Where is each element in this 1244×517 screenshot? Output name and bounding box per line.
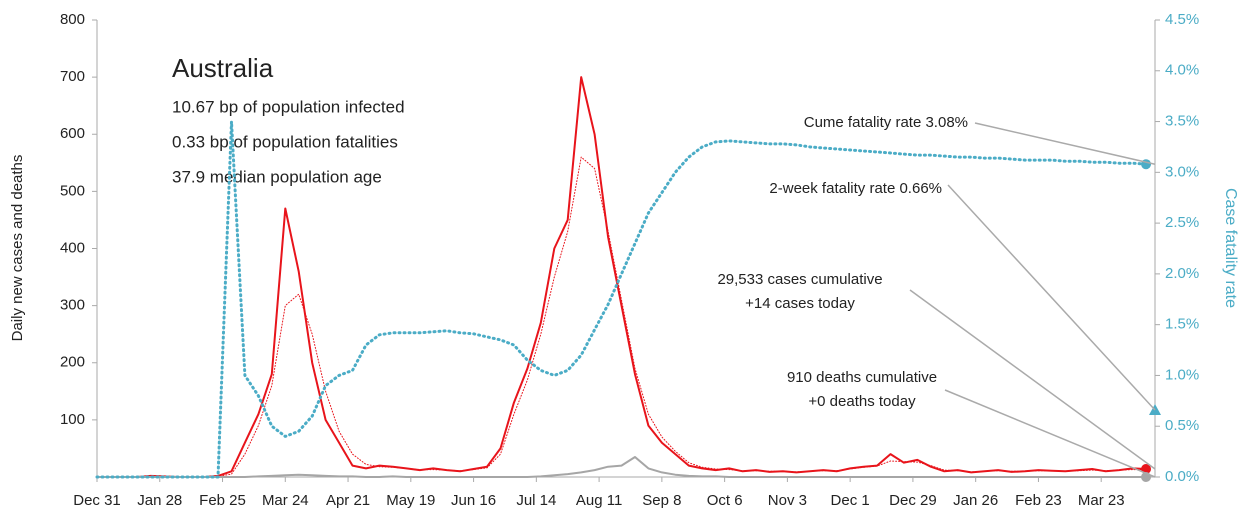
y-tick-label: 300 <box>60 297 85 314</box>
annotation: +0 deaths today <box>808 393 916 410</box>
annotation: 2-week fatality rate 0.66% <box>769 180 942 197</box>
y2-axis-label: Case fatality rate <box>1222 188 1239 308</box>
x-tick-label: Jun 16 <box>451 492 496 509</box>
leader-line <box>947 184 1156 411</box>
annotation: 910 deaths cumulative <box>787 369 937 386</box>
info-title: Australia <box>172 53 274 83</box>
x-tick-label: Dec 29 <box>889 492 937 509</box>
x-tick-label: Sep 8 <box>642 492 681 509</box>
series-line <box>95 120 1148 479</box>
annotation: +14 cases today <box>745 295 855 312</box>
annotation: Cume fatality rate 3.08% <box>804 114 968 131</box>
x-tick-label: Mar 24 <box>262 492 309 509</box>
y2-tick-label: 4.5% <box>1165 11 1199 28</box>
info-line: 0.33 bp of population fatalities <box>172 132 398 151</box>
annotation: 29,533 cases cumulative <box>717 271 882 288</box>
x-tick-label: Jan 26 <box>953 492 998 509</box>
y2-tick-label: 2.5% <box>1165 214 1199 231</box>
series-line <box>96 156 1147 478</box>
y2-tick-label: 3.5% <box>1165 113 1199 130</box>
y-tick-label: 200 <box>60 354 85 371</box>
info-line: 10.67 bp of population infected <box>172 97 405 116</box>
series-line <box>96 76 1147 478</box>
y-tick-label: 500 <box>60 182 85 199</box>
info-line: 37.9 median population age <box>172 167 382 186</box>
y-axis-label: Daily new cases and deaths <box>9 155 26 342</box>
y-tick-label: 800 <box>60 11 85 28</box>
y-tick-label: 400 <box>60 239 85 256</box>
x-tick-label: May 19 <box>386 492 435 509</box>
y2-tick-label: 1.0% <box>1165 366 1199 383</box>
leader-line <box>944 389 1156 478</box>
x-tick-label: Oct 6 <box>707 492 743 509</box>
x-tick-label: Nov 3 <box>768 492 807 509</box>
x-tick-label: Dec 1 <box>831 492 870 509</box>
x-tick-label: Feb 25 <box>199 492 246 509</box>
y-tick-label: 100 <box>60 411 85 428</box>
y2-tick-label: 4.0% <box>1165 62 1199 79</box>
y2-tick-label: 0.5% <box>1165 417 1199 434</box>
y2-tick-label: 0.0% <box>1165 468 1199 485</box>
x-tick-label: Mar 23 <box>1078 492 1125 509</box>
y-tick-label: 600 <box>60 125 85 142</box>
x-tick-label: Jan 28 <box>137 492 182 509</box>
leader-line <box>974 122 1156 165</box>
y2-tick-label: 2.0% <box>1165 265 1199 282</box>
x-tick-label: Jul 14 <box>516 492 556 509</box>
x-tick-label: Apr 21 <box>326 492 370 509</box>
y2-tick-label: 1.5% <box>1165 316 1199 333</box>
x-tick-label: Feb 23 <box>1015 492 1062 509</box>
y2-tick-label: 3.0% <box>1165 163 1199 180</box>
x-tick-label: Aug 11 <box>576 492 622 509</box>
y-tick-label: 700 <box>60 68 85 85</box>
x-tick-label: Dec 31 <box>73 492 121 509</box>
leader-line <box>909 289 1156 470</box>
series-line <box>96 456 1147 478</box>
